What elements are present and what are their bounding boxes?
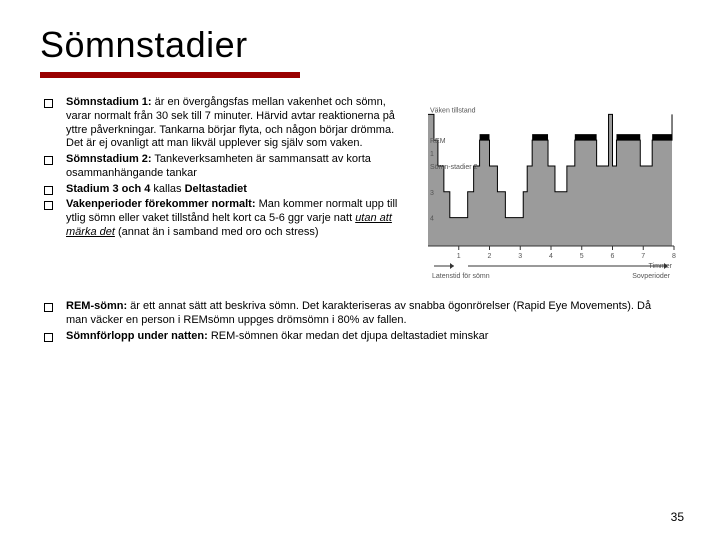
list-item: Vakenperioder förekommer normalt: Man ko… [40,198,400,239]
svg-text:Väken tillstand: Väken tillstand [430,107,476,114]
svg-text:Sömn-stadier 2: Sömn-stadier 2 [430,164,478,171]
bullet-lead: Stadium 3 och 4 [66,183,150,195]
page-title: Sömnstadier [40,24,680,66]
bullet-list-bottom: REM-sömn: är ett annat sätt att beskriva… [40,300,660,343]
hypnogram-chart: 12345678TimmerVäken tillstandREM1Sömn-st… [420,96,680,286]
svg-text:6: 6 [611,253,615,260]
title-block: Sömnstadier [40,24,680,78]
bullet-lead: Sömnförlopp under natten: [66,330,208,342]
bullet-lead: Sömnstadium 2: [66,153,152,165]
svg-text:3: 3 [518,253,522,260]
svg-text:5: 5 [580,253,584,260]
slide-number: 35 [671,510,684,524]
slide: Sömnstadier Sömnstadium 1: är en övergån… [0,0,720,540]
svg-text:2: 2 [488,253,492,260]
bullet-text: är ett annat sätt att beskriva sömn. Det… [66,300,651,326]
bullet-lead: REM-sömn: [66,300,127,312]
svg-text:1: 1 [457,253,461,260]
bullet-tail-bold: Deltastadiet [185,183,247,195]
bullet-text: REM-sömnen ökar medan det djupa deltasta… [208,330,489,342]
svg-text:REM: REM [430,138,446,145]
bullet-list-top: Sömnstadium 1: är en övergångsfas mellan… [40,96,400,240]
svg-text:1: 1 [430,151,434,158]
content-row: Sömnstadium 1: är en övergångsfas mellan… [40,96,680,286]
list-item: Sömnstadium 1: är en övergångsfas mellan… [40,96,400,151]
text-column: Sömnstadium 1: är en övergångsfas mellan… [40,96,400,286]
svg-text:Latenstid för sömn: Latenstid för sömn [432,273,490,280]
list-item: REM-sömn: är ett annat sätt att beskriva… [40,300,660,328]
svg-text:Sovperioder: Sovperioder [632,273,670,280]
bullet-lead: Vakenperioder förekommer normalt: [66,198,256,210]
list-item: Sömnstadium 2: Tankeverksamheten är samm… [40,153,400,181]
svg-text:4: 4 [430,216,434,223]
title-underline [40,72,300,78]
bullet-text: kallas [150,183,184,195]
svg-text:3: 3 [430,190,434,197]
bullet-tail: (annat än i samband med oro och stress) [115,226,319,238]
bullet-lead: Sömnstadium 1: [66,96,152,108]
chart-column: 12345678TimmerVäken tillstandREM1Sömn-st… [420,96,680,286]
list-item: Stadium 3 och 4 kallas Deltastadiet [40,183,400,197]
svg-text:7: 7 [641,253,645,260]
list-item: Sömnförlopp under natten: REM-sömnen öka… [40,330,660,344]
svg-text:4: 4 [549,253,553,260]
svg-text:8: 8 [672,253,676,260]
